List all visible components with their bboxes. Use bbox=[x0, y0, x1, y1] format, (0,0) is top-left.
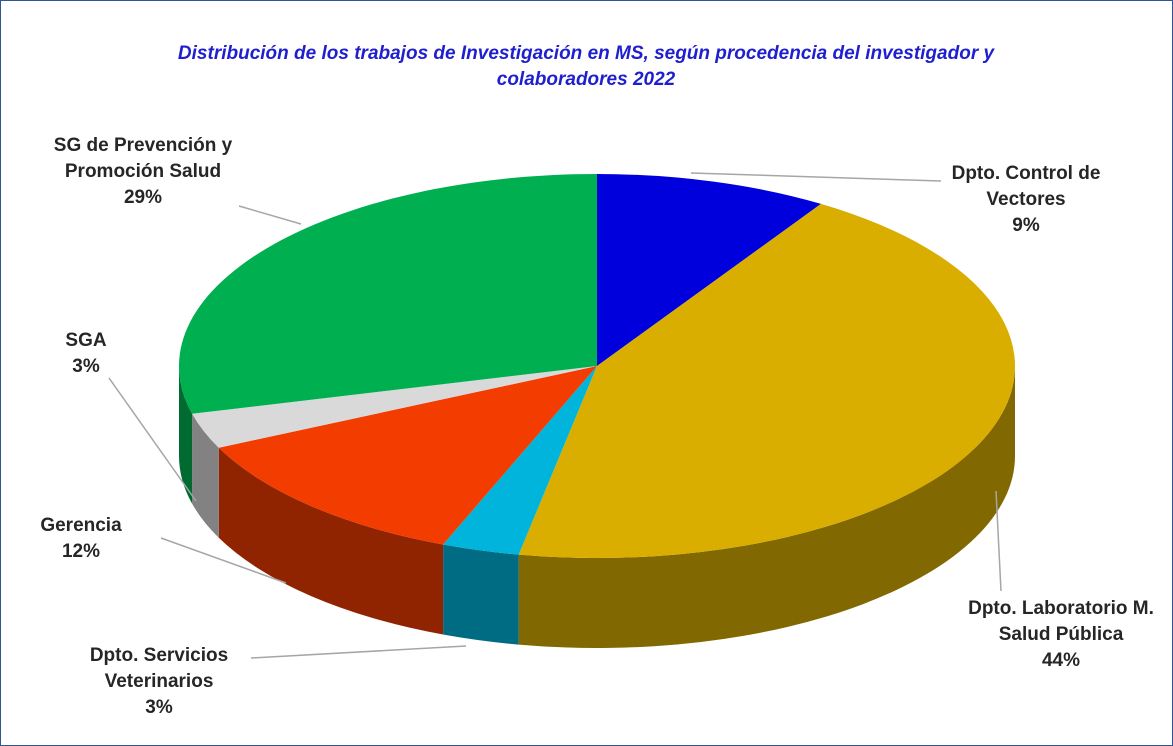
category-label: Dpto. Servicios Veterinarios bbox=[89, 645, 229, 692]
category-label: SGA bbox=[65, 330, 107, 351]
value-label: 44% bbox=[1041, 650, 1081, 671]
slice-side bbox=[192, 413, 219, 538]
value-label: 3% bbox=[145, 697, 173, 718]
category-label: Dpto. Control de Vectores bbox=[951, 163, 1101, 210]
leader-line bbox=[108, 377, 197, 502]
leader-line bbox=[690, 172, 942, 182]
data-label: Dpto. Control de Vectores 9% bbox=[926, 161, 1126, 239]
slice bbox=[178, 174, 597, 414]
slice bbox=[518, 203, 1015, 559]
leader-line bbox=[238, 205, 302, 225]
slice bbox=[192, 366, 597, 448]
data-label: SGA 3% bbox=[36, 328, 136, 380]
leader-line bbox=[995, 490, 1002, 592]
data-label: Dpto. Laboratorio M. Salud Pública 44% bbox=[951, 596, 1171, 674]
slice-side bbox=[518, 366, 1015, 649]
data-label: Dpto. Servicios Veterinarios 3% bbox=[59, 643, 259, 721]
value-label: 29% bbox=[123, 187, 163, 208]
category-label: Dpto. Laboratorio M. Salud Pública bbox=[968, 598, 1154, 645]
category-label: Gerencia bbox=[40, 515, 122, 536]
chart-title: Distribución de los trabajos de Investig… bbox=[177, 43, 995, 90]
value-label: 12% bbox=[61, 541, 101, 562]
data-label: Gerencia 12% bbox=[11, 513, 151, 565]
leader-line bbox=[250, 645, 467, 659]
slice-side bbox=[179, 366, 193, 504]
slice-side bbox=[443, 544, 519, 645]
slice bbox=[218, 366, 597, 545]
leader-line bbox=[160, 537, 287, 584]
value-label: 3% bbox=[72, 356, 100, 377]
slice-side bbox=[218, 447, 444, 635]
value-label: 9% bbox=[1012, 215, 1040, 236]
category-label: SG de Prevención y Promoción Salud bbox=[53, 135, 233, 182]
slice bbox=[597, 174, 821, 366]
slice bbox=[443, 366, 597, 555]
data-label: SG de Prevención y Promoción Salud 29% bbox=[18, 133, 268, 211]
